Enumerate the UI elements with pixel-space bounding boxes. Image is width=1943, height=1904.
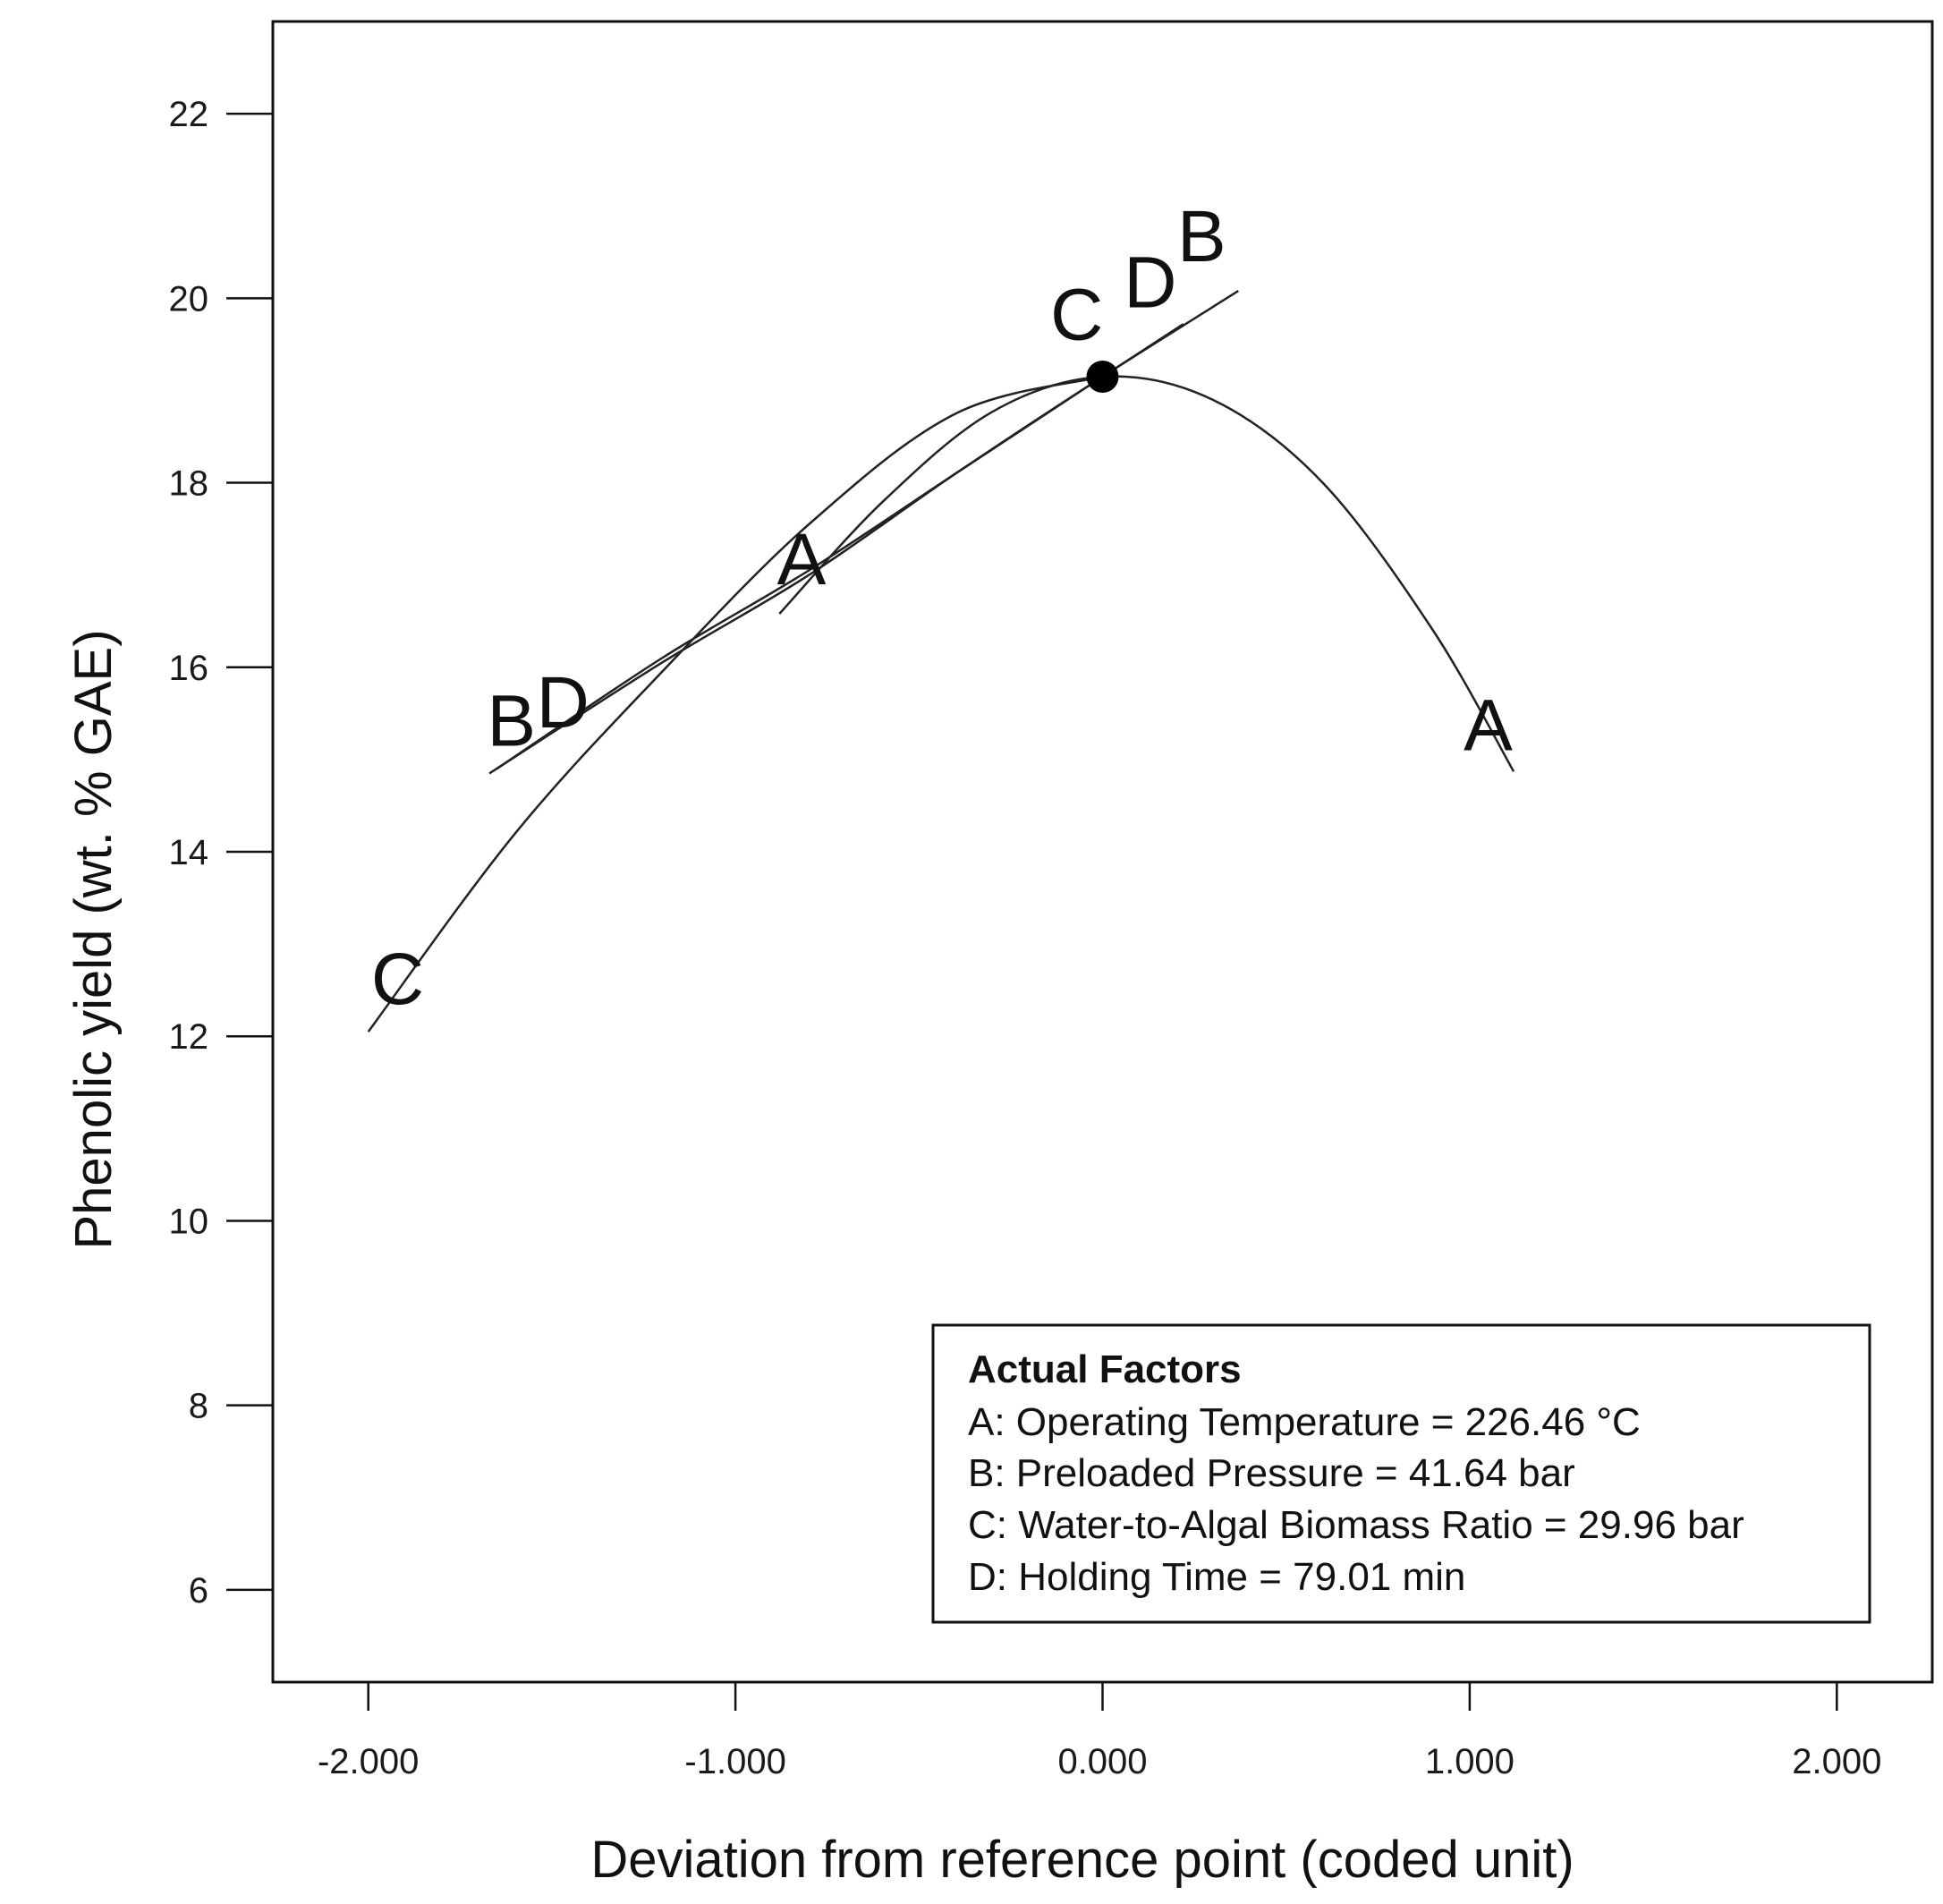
curve-label-a: A [777, 519, 827, 600]
curve-label-d: D [537, 662, 590, 744]
y-tick-label: 16 [169, 649, 209, 688]
legend-entry-a: A: Operating Temperature = 226.46 °C [968, 1400, 1641, 1444]
legend: Actual Factors A: Operating Temperature … [931, 1323, 1871, 1624]
y-tick-label: 20 [169, 279, 209, 319]
series-line-b [488, 290, 1239, 775]
legend-entry-c: C: Water-to-Algal Biomass Ratio = 29.96 … [968, 1503, 1744, 1547]
x-tick-label: 2.000 [1792, 1742, 1881, 1781]
series-layer [367, 290, 1515, 1033]
y-tick-label: 6 [189, 1571, 208, 1611]
y-axis-ticks: 6 8 10 12 14 16 18 20 22 [169, 95, 273, 1611]
series-line-a [778, 375, 1515, 772]
series-line-c [367, 375, 1103, 1033]
y-tick-label: 18 [169, 464, 209, 504]
curve-label-c: C [371, 939, 424, 1020]
y-axis-title: Phenolic yield (wt. % GAE) [64, 629, 123, 1249]
curve-label-b: B [1177, 196, 1226, 277]
legend-box [931, 1323, 1871, 1624]
reference-point-marker [1086, 360, 1119, 393]
y-tick-label: 22 [169, 95, 209, 134]
y-tick-label: 10 [169, 1202, 209, 1241]
curve-label-a: A [1464, 685, 1513, 767]
curve-label-c: C [1050, 275, 1103, 356]
x-axis-ticks: -2.000 -1.000 0.000 1.000 2.000 [318, 1682, 1881, 1781]
y-tick-label: 12 [169, 1017, 209, 1057]
y-tick-label: 14 [169, 833, 209, 872]
curve-label-b: B [487, 680, 536, 761]
legend-entry-d: D: Holding Time = 79.01 min [968, 1555, 1465, 1599]
x-tick-label: 1.000 [1425, 1742, 1515, 1781]
x-tick-label: -2.000 [318, 1742, 419, 1781]
curve-label-d: D [1124, 242, 1176, 324]
x-tick-label: 0.000 [1057, 1742, 1147, 1781]
x-axis-title: Deviation from reference point (coded un… [590, 1831, 1574, 1889]
x-tick-label: -1.000 [684, 1742, 785, 1781]
legend-title: Actual Factors [968, 1347, 1242, 1391]
legend-entry-b: B: Preloaded Pressure = 41.64 bar [968, 1451, 1575, 1495]
y-tick-label: 8 [189, 1387, 208, 1426]
